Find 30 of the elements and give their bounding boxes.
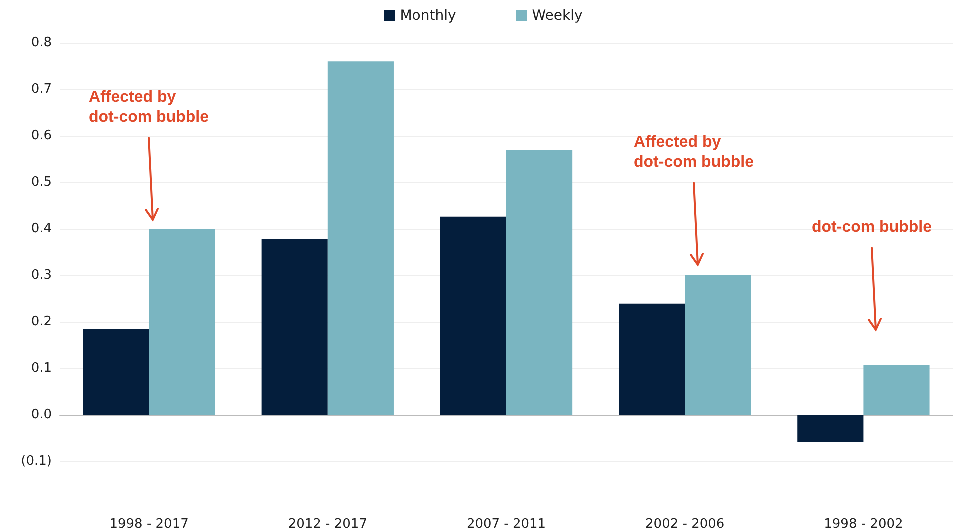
annotation: Affected by dot-com bubble <box>634 133 754 173</box>
legend-label: Weekly <box>532 8 583 24</box>
bar <box>149 229 216 416</box>
bar <box>864 365 930 416</box>
annotation: Affected by dot-com bubble <box>89 88 209 128</box>
x-tick-label: 2007 - 2011 <box>466 517 546 531</box>
bar <box>440 216 506 416</box>
y-tick-label: 0.0 <box>31 408 52 423</box>
y-tick-label: 0.8 <box>31 36 52 50</box>
bar <box>328 62 394 416</box>
x-tick-label: 2012 - 2017 <box>288 517 368 531</box>
bar <box>262 239 328 416</box>
bar <box>685 276 752 416</box>
y-tick-label: 0.2 <box>31 314 52 330</box>
bar <box>83 329 150 416</box>
y-tick-label: 0.3 <box>31 268 52 284</box>
bar <box>619 304 686 416</box>
y-tick-label: 0.6 <box>31 128 52 144</box>
x-tick-label: 2002 - 2006 <box>646 517 725 531</box>
y-tick-label: 0.5 <box>31 175 52 190</box>
x-tick-label: 1998 - 2002 <box>824 517 904 531</box>
annotation: dot-com bubble <box>812 218 932 238</box>
legend-label: Monthly <box>400 8 456 24</box>
bar <box>506 150 573 416</box>
y-tick-label: (0.1) <box>21 454 52 470</box>
y-tick-label: 0.7 <box>31 82 52 98</box>
x-tick-label: 1998 - 2017 <box>110 517 189 531</box>
bar <box>798 415 864 442</box>
y-tick-label: 0.4 <box>31 222 52 237</box>
y-tick-label: 0.1 <box>31 361 52 376</box>
